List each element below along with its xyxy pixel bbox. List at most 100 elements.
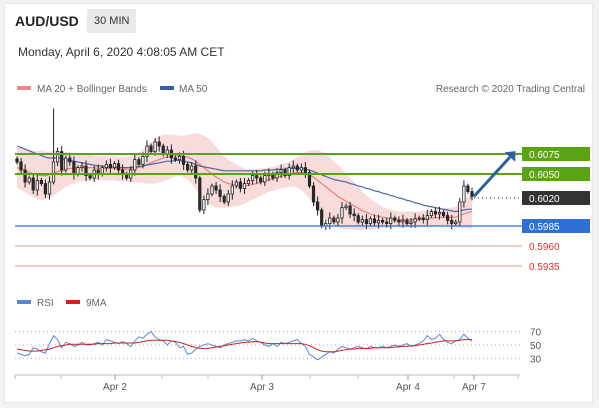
candle-body: [279, 169, 283, 173]
current-price-label-bg: [522, 191, 590, 205]
candle-body: [450, 219, 454, 224]
candle-body: [137, 159, 141, 165]
resistance-label-bg: [522, 147, 590, 161]
x-axis-ticks: Apr 2 Apr 3 Apr 4 Apr 7: [14, 375, 519, 393]
candle-body: [344, 205, 348, 209]
candle-body: [35, 179, 39, 191]
candle-body: [454, 221, 458, 225]
candle-body: [263, 175, 267, 183]
candle-body: [250, 175, 255, 181]
candle-body: [291, 165, 295, 169]
candle-body: [80, 165, 84, 169]
rsi-ma-legend: 9MA: [86, 298, 107, 309]
candle-body: [275, 171, 279, 179]
candle-body: [84, 165, 88, 177]
candle-body: [328, 217, 332, 224]
candle-body: [409, 221, 413, 225]
candle-body: [72, 161, 76, 175]
candle-body: [104, 163, 108, 168]
candle-body: [177, 155, 182, 160]
price-levels: 0.6075 0.6050 0.6020 0.5985 0.5960 0.5935: [15, 147, 590, 273]
chart-header: AUD/USD 30 MIN: [5, 4, 592, 40]
current-price-label: 0.6020: [529, 194, 560, 205]
candle-body: [173, 157, 177, 161]
x-tick-label: Apr 4: [396, 382, 420, 393]
candle-body: [429, 211, 434, 217]
forecast-arrow-head: [504, 151, 516, 162]
rsi-legend: RSI: [37, 298, 54, 309]
rsi-plot: 70 50 30: [15, 328, 542, 366]
candle-body: [441, 211, 446, 216]
candle-body: [27, 177, 31, 183]
candle-body: [157, 141, 161, 147]
candle-body: [401, 219, 405, 223]
candle-body: [397, 219, 401, 223]
candle-body: [445, 215, 450, 221]
candle-body: [246, 179, 251, 184]
timestamp: Monday, April 6, 2020 4:08:05 AM CET: [18, 45, 225, 59]
candle-body: [39, 179, 44, 184]
x-tick-label: Apr 3: [250, 382, 274, 393]
candle-body: [206, 193, 210, 200]
ma-bands-legend: MA 20 + Bollinger Bands: [37, 84, 147, 95]
candle-body: [51, 161, 56, 183]
target-label: 0.5935: [529, 262, 560, 273]
candle-body: [299, 167, 304, 171]
ma50-swatch: [160, 86, 174, 90]
candle-body: [56, 151, 60, 163]
candle-body: [133, 159, 137, 171]
candle-body: [336, 217, 340, 223]
candle-body: [368, 218, 373, 225]
candle-body: [303, 167, 308, 173]
rsi-swatch: [17, 300, 31, 304]
candle-body: [153, 141, 157, 153]
candle-body: [466, 185, 470, 192]
candle-body: [458, 201, 462, 223]
candle-body: [43, 183, 48, 195]
candle-body: [19, 161, 23, 171]
timeframe-button[interactable]: 30 MIN: [87, 9, 137, 33]
candle-body: [202, 199, 206, 211]
candle-body: [190, 165, 194, 171]
currency-pair-title: AUD/USD: [15, 13, 79, 29]
candle-body: [332, 217, 336, 223]
candle-body: [15, 158, 19, 163]
credit-text: Research © 2020 Trading Central: [436, 84, 585, 95]
candle-body: [287, 167, 291, 177]
candle-body: [222, 195, 226, 203]
candle-body: [417, 217, 421, 220]
candle-body: [145, 145, 149, 157]
rsi-ma-swatch: [66, 300, 80, 304]
candle-body: [307, 171, 312, 187]
candle-body: [31, 177, 35, 191]
candle-body: [462, 185, 466, 203]
candle-body: [194, 165, 198, 179]
candle-body: [315, 201, 320, 211]
candle-body: [226, 193, 230, 203]
candle-body: [413, 218, 417, 223]
candle-body: [320, 209, 324, 227]
candle-body: [405, 219, 409, 224]
candle-body: [161, 145, 165, 155]
candle-body: [198, 177, 202, 211]
candle-body: [116, 163, 121, 171]
resistance-label: 0.6050: [529, 170, 560, 181]
candle-body: [60, 151, 64, 171]
candle-body: [64, 157, 68, 171]
candle-body: [340, 207, 344, 219]
ma-bands-swatch: [17, 86, 31, 90]
candle-body: [348, 205, 352, 215]
candle-body: [185, 163, 190, 171]
candle-body: [68, 157, 72, 163]
candle-body: [214, 185, 218, 191]
candle-body: [389, 217, 393, 224]
candle-body: [47, 181, 52, 195]
candle-body: [108, 163, 112, 168]
candle-body: [259, 177, 263, 183]
resistance-label-bg: [522, 167, 590, 181]
rsi-ma-line: [16, 339, 472, 353]
candle-body: [181, 155, 186, 165]
rsi-tick-label: 70: [530, 328, 542, 339]
candle-body: [385, 221, 389, 225]
candle-body: [238, 181, 242, 189]
